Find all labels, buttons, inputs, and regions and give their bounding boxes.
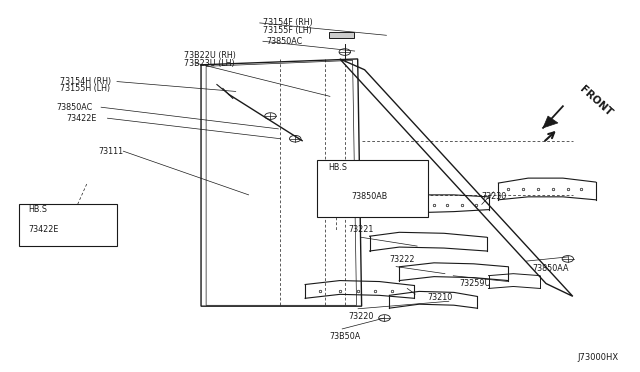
Text: 73210: 73210 (428, 293, 453, 302)
Text: 73850AC: 73850AC (266, 37, 302, 46)
Text: FRONT: FRONT (578, 84, 614, 118)
Text: 73850AA: 73850AA (532, 264, 569, 273)
Text: 73259U: 73259U (460, 279, 491, 288)
Text: 73B50A: 73B50A (330, 332, 361, 341)
Text: 73111: 73111 (98, 147, 123, 156)
Text: 73422E: 73422E (28, 225, 58, 234)
Text: 73221: 73221 (349, 225, 374, 234)
Text: 73155F (LH): 73155F (LH) (263, 26, 312, 35)
Text: 73B23U (LH): 73B23U (LH) (184, 59, 234, 68)
Text: 73223: 73223 (358, 194, 383, 203)
Text: 73850AB: 73850AB (352, 192, 388, 202)
Text: 73422E: 73422E (66, 114, 97, 123)
Text: HB.S: HB.S (28, 205, 47, 214)
Text: 73850AC: 73850AC (57, 103, 93, 112)
Text: 73230: 73230 (482, 192, 507, 202)
Bar (317, 160, 428, 217)
Text: 73154F (RH): 73154F (RH) (263, 19, 313, 28)
Text: 73154H (RH): 73154H (RH) (60, 77, 111, 86)
Text: HB.S: HB.S (328, 163, 348, 171)
Text: 73155H (LH): 73155H (LH) (60, 84, 110, 93)
Polygon shape (329, 32, 355, 38)
Polygon shape (543, 116, 558, 128)
Text: 73222: 73222 (390, 255, 415, 264)
Text: 73220: 73220 (349, 312, 374, 321)
Text: J73000HX: J73000HX (577, 353, 618, 362)
Bar (19, 204, 117, 247)
Text: 73B22U (RH): 73B22U (RH) (184, 51, 236, 60)
